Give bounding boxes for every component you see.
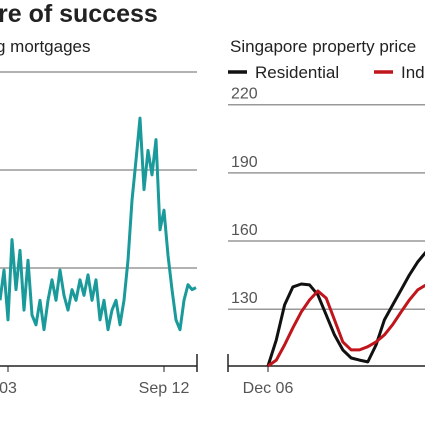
y-tick-label: 160: [231, 222, 258, 239]
x-tick-label: Dec 06: [243, 380, 294, 397]
y-tick-label: 190: [231, 154, 258, 171]
y-tick-label: 130: [231, 290, 258, 307]
headline: re of success: [0, 0, 158, 28]
x-tick-label: Sep 12: [139, 380, 190, 397]
chart-title: g mortgages: [0, 37, 91, 56]
data-line: [0, 116, 197, 332]
chart-title: Singapore property price: [230, 37, 416, 56]
y-tick-label: 220: [231, 86, 258, 103]
data-line: [267, 283, 425, 368]
legend-label: Residential: [255, 63, 339, 82]
x-tick-label: 03: [0, 380, 17, 397]
legend-label: Ind: [401, 63, 425, 82]
data-line: [266, 250, 425, 367]
